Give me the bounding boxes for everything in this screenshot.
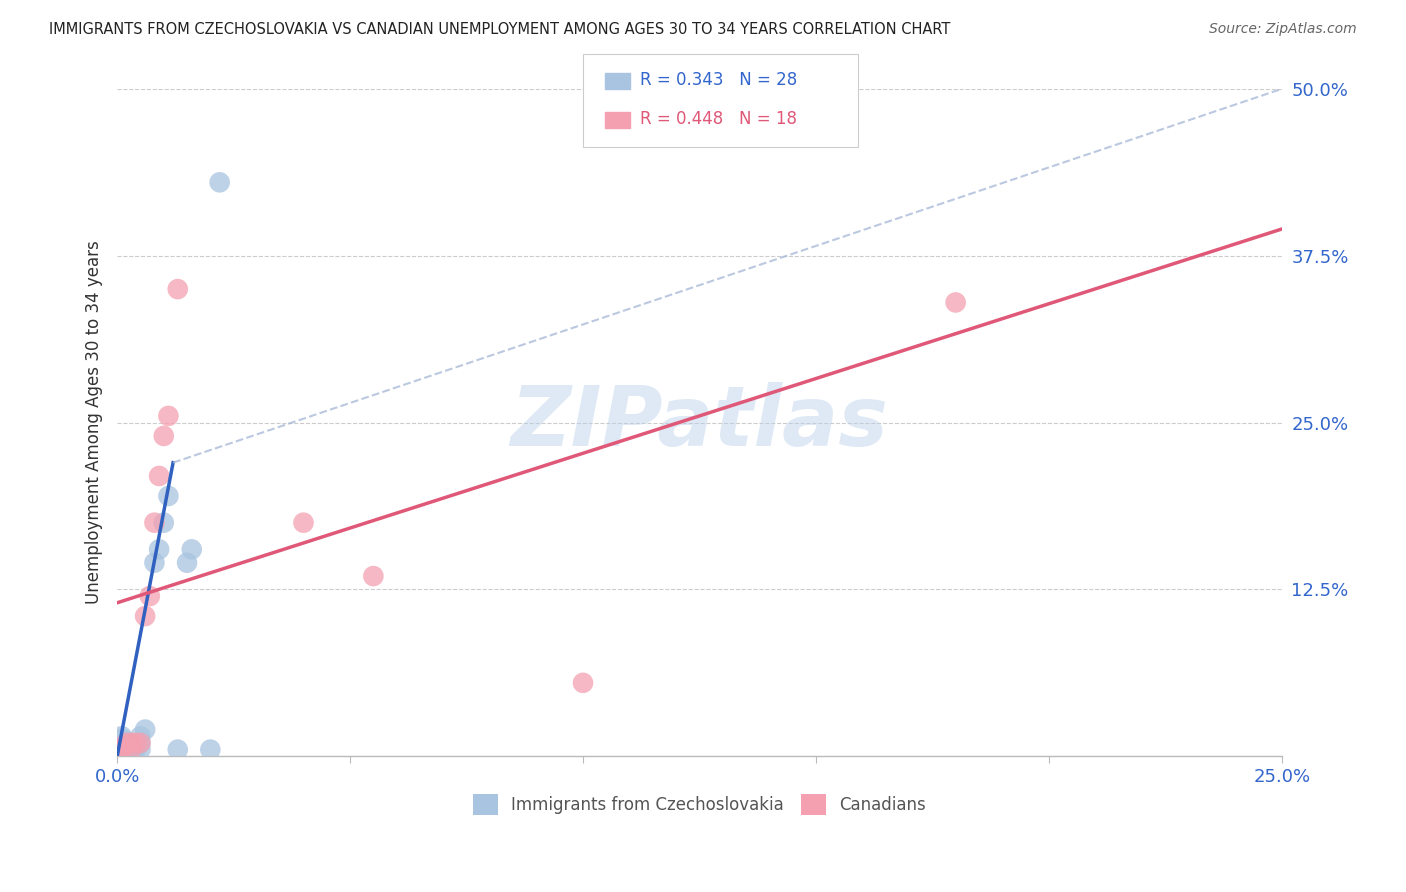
Point — [166, 282, 188, 296]
Point — [111, 729, 134, 743]
Point — [105, 739, 128, 754]
Point — [115, 742, 138, 756]
Point — [292, 516, 315, 530]
Point — [111, 742, 134, 756]
Legend: Immigrants from Czechoslovakia, Canadians: Immigrants from Czechoslovakia, Canadian… — [467, 788, 932, 822]
Point — [143, 516, 166, 530]
Point — [115, 736, 138, 750]
Point — [363, 569, 385, 583]
Point — [152, 516, 174, 530]
Y-axis label: Unemployment Among Ages 30 to 34 years: Unemployment Among Ages 30 to 34 years — [86, 241, 103, 605]
Text: R = 0.448   N = 18: R = 0.448 N = 18 — [640, 110, 797, 128]
Point — [120, 736, 142, 750]
Text: IMMIGRANTS FROM CZECHOSLOVAKIA VS CANADIAN UNEMPLOYMENT AMONG AGES 30 TO 34 YEAR: IMMIGRANTS FROM CZECHOSLOVAKIA VS CANADI… — [49, 22, 950, 37]
Point — [157, 409, 180, 423]
Point — [157, 489, 180, 503]
Point — [134, 609, 156, 624]
Point — [572, 676, 595, 690]
Point — [125, 739, 148, 754]
Point — [129, 736, 152, 750]
Point — [105, 742, 128, 756]
Point — [148, 469, 170, 483]
Point — [120, 736, 142, 750]
Point — [111, 739, 134, 753]
Point — [125, 736, 148, 750]
Point — [125, 742, 148, 756]
Text: R = 0.343   N = 28: R = 0.343 N = 28 — [640, 71, 797, 89]
Point — [129, 736, 152, 750]
Point — [120, 739, 142, 754]
Point — [129, 742, 152, 756]
Point — [120, 742, 142, 756]
Point — [129, 729, 152, 743]
Point — [945, 295, 967, 310]
Point — [200, 742, 222, 756]
Text: Source: ZipAtlas.com: Source: ZipAtlas.com — [1209, 22, 1357, 37]
Point — [180, 542, 202, 557]
Point — [134, 723, 156, 737]
Point — [148, 542, 170, 557]
Point — [139, 589, 162, 603]
Text: ZIPatlas: ZIPatlas — [510, 382, 889, 463]
Point — [143, 556, 166, 570]
Point — [166, 742, 188, 756]
Point — [120, 742, 142, 756]
Point — [152, 429, 174, 443]
Point — [115, 739, 138, 754]
Point — [111, 739, 134, 754]
Point — [111, 742, 134, 756]
Point — [176, 556, 198, 570]
Point — [115, 736, 138, 750]
Point — [208, 175, 231, 189]
Point — [111, 739, 134, 754]
Point — [111, 731, 134, 746]
